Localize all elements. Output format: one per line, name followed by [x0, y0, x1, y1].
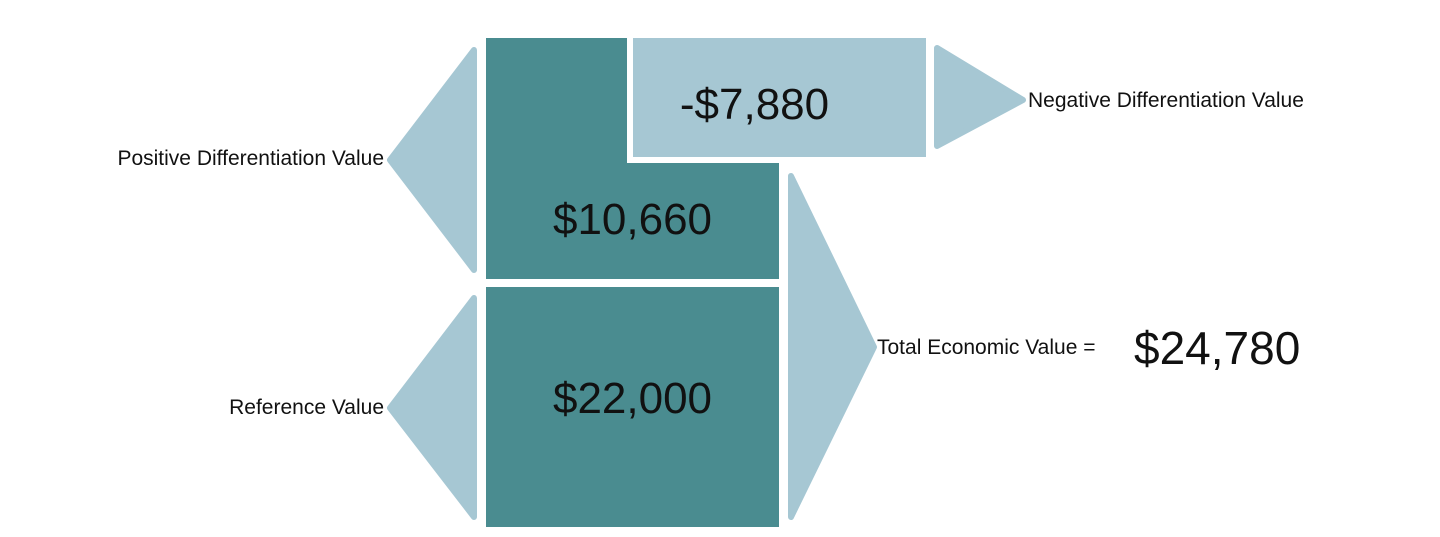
- reference-value-text: Reference Value: [229, 396, 384, 419]
- positive-differentiation-block: [486, 38, 779, 279]
- positive-arrow-icon: [387, 47, 477, 273]
- reference-value-label: $22,000: [552, 374, 713, 423]
- total-economic-value-label: Total Economic Value =: [877, 336, 1096, 359]
- negative-arrow-icon: [934, 45, 1026, 149]
- reference-value-block: [486, 287, 779, 527]
- positive-differentiation-label: Positive Differentiation Value: [117, 147, 384, 170]
- total-arrow-icon: [788, 173, 877, 520]
- negative-differentiation-label: Negative Differentiation Value: [1028, 89, 1304, 112]
- positive-value-label: $10,660: [552, 195, 713, 244]
- negative-differentiation-block: [633, 38, 926, 157]
- negative-value-label: -$7,880: [679, 80, 830, 129]
- reference-arrow-icon: [387, 295, 477, 520]
- total-economic-value: $24,780: [1134, 322, 1301, 374]
